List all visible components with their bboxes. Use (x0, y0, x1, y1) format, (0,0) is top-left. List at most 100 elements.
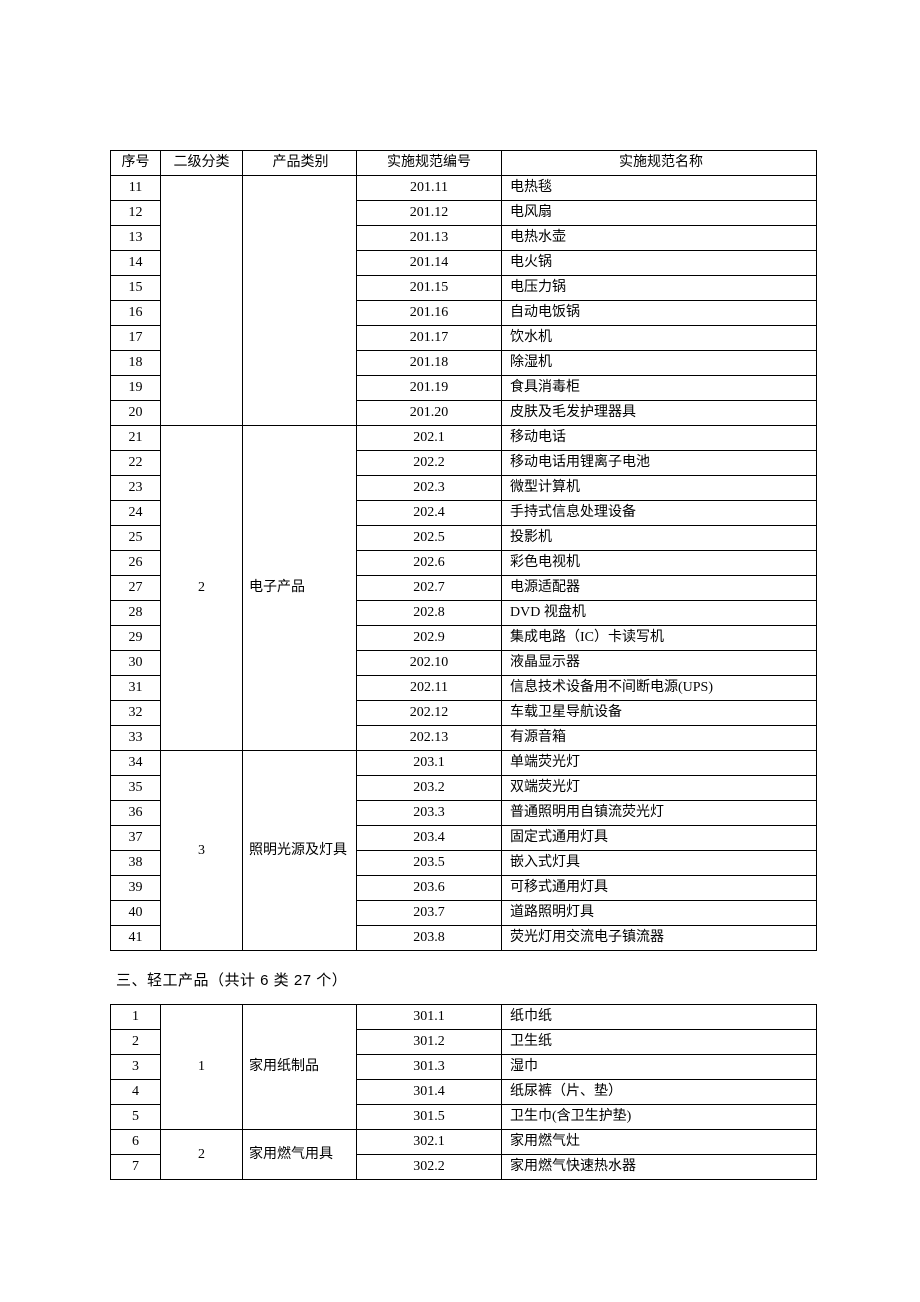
cell-name: 卫生纸 (502, 1030, 817, 1055)
cell-seq: 1 (111, 1005, 161, 1030)
cell-code: 203.2 (357, 776, 502, 801)
cell-name: 移动电话 (502, 426, 817, 451)
cell-name: 纸尿裤（片、垫） (502, 1080, 817, 1105)
cell-name: 普通照明用自镇流荧光灯 (502, 801, 817, 826)
cell-name: 饮水机 (502, 326, 817, 351)
cell-code: 201.15 (357, 276, 502, 301)
cell-code: 203.4 (357, 826, 502, 851)
col-seq-header: 序号 (111, 151, 161, 176)
cell-name: 电热水壶 (502, 226, 817, 251)
cell-seq: 18 (111, 351, 161, 376)
cell-name: 除湿机 (502, 351, 817, 376)
cell-name: 湿巾 (502, 1055, 817, 1080)
spec-table-2: 11家用纸制品301.1纸巾纸2301.2卫生纸3301.3湿巾4301.4纸尿… (110, 1004, 817, 1180)
cell-code: 202.9 (357, 626, 502, 651)
cell-seq: 15 (111, 276, 161, 301)
cell-code: 202.7 (357, 576, 502, 601)
cell-cat: 电子产品 (243, 426, 357, 751)
cell-seq: 27 (111, 576, 161, 601)
cell-seq: 16 (111, 301, 161, 326)
cell-code: 301.3 (357, 1055, 502, 1080)
cell-seq: 40 (111, 901, 161, 926)
cell-seq: 3 (111, 1055, 161, 1080)
cell-code: 301.5 (357, 1105, 502, 1130)
cell-name: 移动电话用锂离子电池 (502, 451, 817, 476)
cell-seq: 4 (111, 1080, 161, 1105)
cell-seq: 29 (111, 626, 161, 651)
cell-seq: 31 (111, 676, 161, 701)
cell-code: 201.11 (357, 176, 502, 201)
cell-name: 彩色电视机 (502, 551, 817, 576)
cell-name: 微型计算机 (502, 476, 817, 501)
cell-seq: 14 (111, 251, 161, 276)
cell-seq: 7 (111, 1155, 161, 1180)
cell-code: 201.20 (357, 401, 502, 426)
cell-code: 302.2 (357, 1155, 502, 1180)
cell-code: 201.17 (357, 326, 502, 351)
col-cat-header: 产品类别 (243, 151, 357, 176)
cell-code: 203.7 (357, 901, 502, 926)
cell-name: 手持式信息处理设备 (502, 501, 817, 526)
cell-code: 201.16 (357, 301, 502, 326)
cell-name: 双端荧光灯 (502, 776, 817, 801)
cell-code: 202.8 (357, 601, 502, 626)
cell-seq: 19 (111, 376, 161, 401)
cell-name: 单端荧光灯 (502, 751, 817, 776)
cell-seq: 36 (111, 801, 161, 826)
cell-seq: 35 (111, 776, 161, 801)
cell-seq: 25 (111, 526, 161, 551)
cell-seq: 39 (111, 876, 161, 901)
cell-name: 电压力锅 (502, 276, 817, 301)
cell-name: 集成电路（IC）卡读写机 (502, 626, 817, 651)
cell-code: 202.3 (357, 476, 502, 501)
cell-seq: 30 (111, 651, 161, 676)
cell-code: 203.1 (357, 751, 502, 776)
cell-code: 301.4 (357, 1080, 502, 1105)
cell-l2: 3 (161, 751, 243, 951)
table-row: 212电子产品202.1移动电话 (111, 426, 817, 451)
cell-name: 电源适配器 (502, 576, 817, 601)
cell-cat-empty (243, 176, 357, 426)
cell-code: 202.5 (357, 526, 502, 551)
cell-name: 固定式通用灯具 (502, 826, 817, 851)
cell-code: 202.1 (357, 426, 502, 451)
cell-code: 202.10 (357, 651, 502, 676)
cell-name: 电火锅 (502, 251, 817, 276)
cell-seq: 26 (111, 551, 161, 576)
cell-seq: 2 (111, 1030, 161, 1055)
cell-name: 电热毯 (502, 176, 817, 201)
cell-name: 家用燃气灶 (502, 1130, 817, 1155)
cell-seq: 37 (111, 826, 161, 851)
cell-seq: 38 (111, 851, 161, 876)
cell-name: 皮肤及毛发护理器具 (502, 401, 817, 426)
cell-code: 203.3 (357, 801, 502, 826)
header-row: 序号 二级分类 产品类别 实施规范编号 实施规范名称 (111, 151, 817, 176)
cell-name: 液晶显示器 (502, 651, 817, 676)
cell-seq: 5 (111, 1105, 161, 1130)
cell-code: 201.18 (357, 351, 502, 376)
cell-name: 纸巾纸 (502, 1005, 817, 1030)
table-row: 343照明光源及灯具203.1单端荧光灯 (111, 751, 817, 776)
cell-seq: 32 (111, 701, 161, 726)
cell-seq: 22 (111, 451, 161, 476)
cell-cat: 照明光源及灯具 (243, 751, 357, 951)
cell-seq: 24 (111, 501, 161, 526)
cell-seq: 11 (111, 176, 161, 201)
cell-seq: 21 (111, 426, 161, 451)
col-name-header: 实施规范名称 (502, 151, 817, 176)
cell-seq: 6 (111, 1130, 161, 1155)
cell-seq: 34 (111, 751, 161, 776)
table-row: 11 201.11电热毯 (111, 176, 817, 201)
cell-code: 203.6 (357, 876, 502, 901)
cell-code: 202.6 (357, 551, 502, 576)
cell-seq: 13 (111, 226, 161, 251)
cell-code: 203.8 (357, 926, 502, 951)
cell-seq: 23 (111, 476, 161, 501)
cell-name: DVD 视盘机 (502, 601, 817, 626)
cell-code: 302.1 (357, 1130, 502, 1155)
cell-code: 201.19 (357, 376, 502, 401)
cell-name: 自动电饭锅 (502, 301, 817, 326)
cell-name: 车载卫星导航设备 (502, 701, 817, 726)
cell-code: 201.12 (357, 201, 502, 226)
cell-code: 202.4 (357, 501, 502, 526)
